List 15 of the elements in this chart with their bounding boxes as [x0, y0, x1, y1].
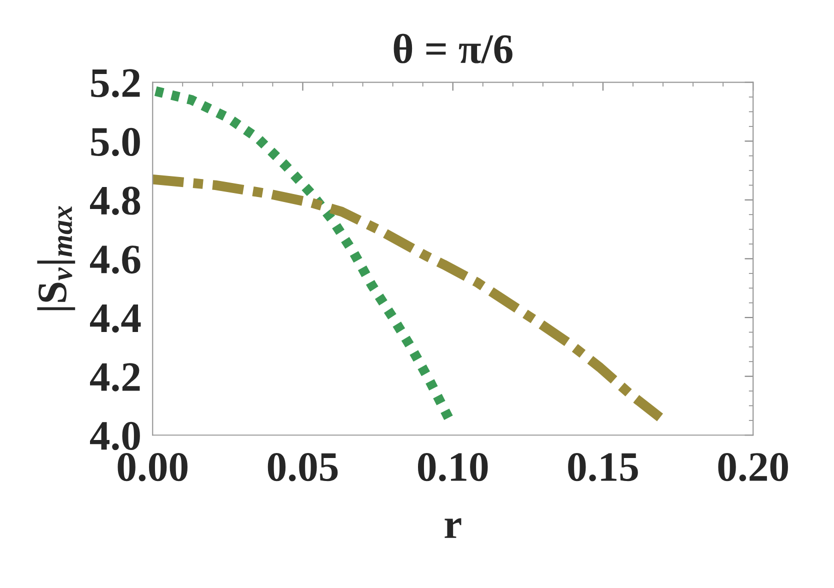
chart-title: θ = π/6: [394, 34, 512, 64]
y-tick-label: 4.6: [90, 246, 140, 274]
x-tick-label: 0.05: [268, 452, 338, 482]
x-tick-label: 0.00: [118, 452, 188, 482]
y-axis-title: |S$_{v}$|$_{max}$: [37, 206, 76, 310]
y-tick-label: 5.2: [91, 69, 140, 98]
y-tick-label: 4.2: [90, 363, 140, 392]
x-axis-title: r: [444, 518, 462, 538]
y-tick-label: 4.4: [90, 304, 141, 333]
x-tick-label: 0.10: [418, 452, 488, 482]
y-tick-label: 5.0: [91, 128, 140, 156]
y-tick-label: 4.0: [90, 422, 140, 450]
y-tick-label: 4.8: [90, 186, 140, 215]
x-tick-label: 0.15: [568, 452, 638, 482]
x-tick-label: 0.20: [718, 452, 788, 482]
